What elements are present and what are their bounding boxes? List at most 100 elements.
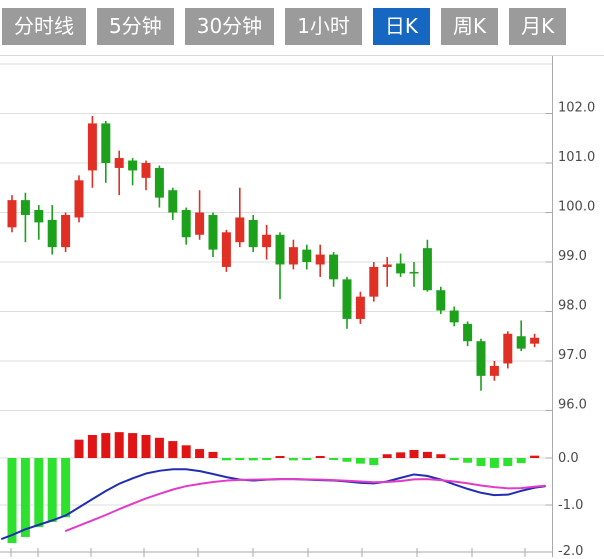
macd-histogram-bar [221, 458, 231, 461]
price-axis-label: 97.0 [558, 348, 587, 363]
tab-monthly-k[interactable]: 月K [509, 8, 567, 45]
candle-body [409, 271, 419, 274]
macd-histogram-bar [396, 452, 406, 458]
price-axis-label: 102.0 [558, 101, 595, 116]
candle-body [530, 337, 540, 344]
candle-body [20, 200, 30, 215]
macd-histogram-bar [61, 458, 71, 518]
macd-histogram-bar [275, 456, 285, 458]
macd-histogram-bar [302, 458, 312, 460]
candle-body [128, 160, 138, 171]
macd-axis-label: -1.0 [558, 498, 583, 513]
macd-histogram-bar [342, 458, 352, 462]
macd-histogram-bar [382, 454, 392, 458]
macd-histogram-bar [208, 451, 218, 458]
tab-daily-k[interactable]: 日K [372, 8, 431, 45]
macd-histogram-bar [141, 434, 151, 458]
macd-histogram-bar [195, 449, 205, 458]
candle-body [47, 219, 57, 248]
macd-histogram-bar [489, 458, 499, 468]
candle-body [181, 210, 191, 238]
candle-body [369, 266, 379, 297]
candle-body [141, 163, 151, 178]
macd-histogram-bar [248, 458, 258, 461]
macd-histogram-bar [315, 456, 325, 458]
tab-1hour[interactable]: 1小时 [285, 8, 362, 45]
period-tab-bar: 分时线 5分钟 30分钟 1小时 日K 周K 月K [2, 8, 567, 45]
macd-histogram-bar [369, 458, 379, 466]
price-axis-label: 96.0 [558, 398, 587, 413]
candle-body [315, 254, 325, 265]
macd-histogram-bar [436, 454, 446, 458]
macd-axis-label: 0.0 [558, 451, 579, 466]
macd-histogram-bar [181, 445, 191, 458]
macd-histogram-bar [463, 458, 473, 463]
candle-body [436, 290, 446, 311]
macd-histogram-bar [329, 458, 339, 460]
price-axis-label: 101.0 [558, 150, 595, 165]
macd-histogram-bar [7, 458, 17, 544]
candle-body [355, 296, 365, 319]
candle-body [235, 217, 245, 243]
price-axis-label: 98.0 [558, 299, 587, 314]
candle-body [221, 232, 231, 267]
macd-histogram-bar [422, 451, 432, 458]
macd-histogram-bar [235, 458, 245, 460]
candle-body [61, 214, 71, 248]
candle-body [449, 310, 459, 323]
candle-body [154, 167, 164, 198]
candle-body [489, 365, 499, 376]
macd-histogram-bar [47, 458, 57, 522]
candle-body [288, 247, 298, 265]
macd-histogram-bar [530, 455, 540, 458]
tab-separator [0, 55, 604, 56]
candle-body [275, 234, 285, 265]
candle-body [463, 323, 473, 342]
candle-body [248, 219, 258, 248]
price-axis-label: 100.0 [558, 200, 595, 215]
macd-histogram-bar [128, 433, 138, 458]
tab-30min[interactable]: 30分钟 [184, 8, 275, 45]
macd-histogram-bar [503, 458, 513, 466]
macd-histogram-bar [288, 458, 298, 461]
tab-minute-line[interactable]: 分时线 [2, 8, 86, 45]
macd-histogram-bar [409, 450, 419, 458]
candle-body [114, 158, 124, 168]
macd-histogram-bar [74, 439, 84, 458]
candle-body [476, 341, 486, 376]
macd-histogram-bar [20, 458, 30, 537]
candle-body [302, 249, 312, 262]
candle-body [168, 190, 178, 213]
candle-body [503, 333, 513, 364]
macd-histogram-bar [355, 458, 365, 464]
macd-histogram-bar [516, 458, 526, 464]
macd-histogram-bar [449, 458, 459, 460]
candle-body [87, 123, 97, 171]
candle-body [262, 234, 272, 248]
price-axis-label: 99.0 [558, 249, 587, 264]
candle-body [7, 200, 17, 228]
macd-histogram-bar [168, 441, 178, 458]
tab-weekly-k[interactable]: 周K [441, 8, 499, 45]
macd-axis-label: -2.0 [558, 544, 583, 559]
candle-body [74, 180, 84, 218]
macd-histogram-bar [34, 458, 44, 528]
candle-body [342, 279, 352, 319]
candle-body [329, 254, 339, 280]
candle-body [195, 212, 205, 235]
macd-histogram-bar [262, 458, 272, 460]
macd-histogram-bar [476, 458, 486, 466]
macd-histogram-bar [87, 434, 97, 458]
macd-histogram-bar [154, 437, 164, 458]
candle-body [396, 263, 406, 274]
macd-dea-line [65, 478, 546, 532]
candle-body [101, 123, 111, 163]
candle-body [34, 210, 44, 223]
candle-body [382, 264, 392, 267]
candle-body [422, 248, 432, 291]
candle-body [516, 336, 526, 349]
candle-body [208, 214, 218, 250]
tab-5min[interactable]: 5分钟 [97, 8, 174, 45]
